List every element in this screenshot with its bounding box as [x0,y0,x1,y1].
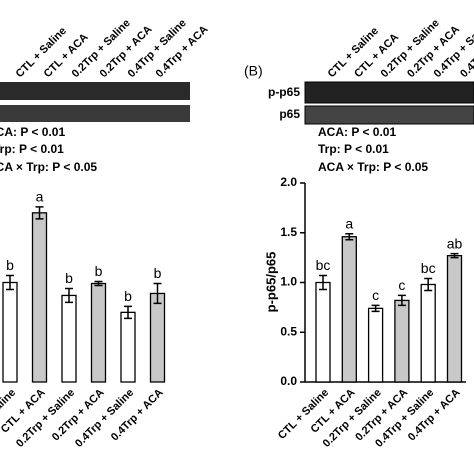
blot-row-label: p-p65 [268,85,300,99]
bar [394,299,410,383]
annotation: ACA: P < 0.01 [0,125,65,139]
significance-letter: b [6,257,14,273]
significance-letter: b [154,265,162,281]
significance-letter: b [65,270,73,286]
significance-letter: c [398,277,405,293]
error-bar [124,305,132,320]
blot-row-label: p65 [279,107,300,121]
blot-band [0,82,190,100]
significance-letter: a [345,215,353,231]
significance-letter: b [95,263,103,279]
annotation: Trp: P < 0.01 [318,142,389,156]
significance-letter: bc [316,257,331,273]
bar [367,307,384,383]
significance-letter: b [124,288,132,304]
annotation: ACA × Trp: P < 0.05 [0,160,97,174]
y-tick-label: 0.0 [280,374,297,388]
blot-band [0,105,190,122]
bar [90,282,107,383]
bar [61,294,77,383]
bar [31,212,48,383]
significance-letter: ab [447,235,463,251]
significance-letter: c [372,287,379,303]
y-tick-label: 2.0 [280,175,297,189]
bar [341,236,357,383]
y-tick-label: 0.5 [280,324,297,338]
error-bar [319,274,327,291]
bar [2,281,18,383]
annotation: ACA: P < 0.01 [318,125,396,139]
y-axis-label: p-p65/p65 [263,252,278,313]
error-bar [35,206,44,220]
error-bar [424,277,433,292]
error-bar [450,252,459,259]
bar [420,283,436,383]
significance-letter: a [36,189,44,205]
error-bar [397,294,406,307]
error-bar [153,282,162,305]
bar [446,254,463,383]
y-tick-label: 1.0 [280,275,297,289]
bar [315,281,331,383]
bar [120,311,136,383]
blot-band [304,81,474,104]
blot-band [304,105,474,125]
panel-label: (B) [244,63,263,79]
annotation: ACA × Trp: P < 0.05 [318,160,428,174]
error-bar [371,304,380,313]
error-bar [345,232,354,241]
bar [149,292,166,383]
error-bar [6,274,14,291]
x-tick-label: 0.4Trp + ACA [109,387,166,444]
error-bar [65,287,73,304]
error-bar [94,280,103,287]
annotation: Trp: P < 0.01 [0,142,64,156]
significance-letter: bc [421,260,436,276]
y-tick-label: 1.5 [280,225,297,239]
